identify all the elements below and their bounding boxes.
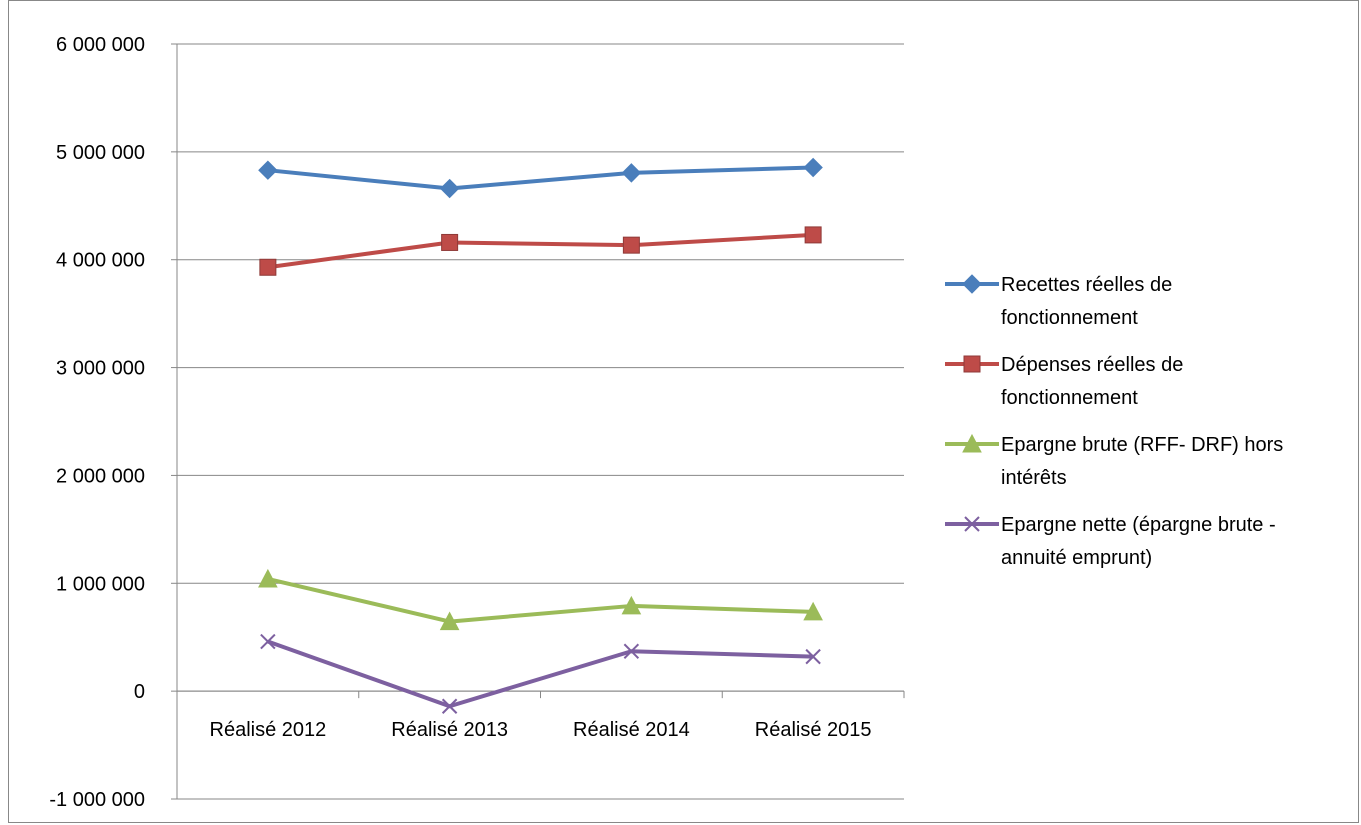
- line-chart: -1 000 000 0 1 000 000 2 000 000 3 000 000 4 …: [49, 34, 1283, 811]
- data-point: [439, 178, 460, 199]
- series-line: [267, 639, 814, 709]
- legend-item: Recettes réelles de fonctionnement: [945, 274, 1172, 329]
- data-point: [439, 611, 460, 631]
- legend-marker: [962, 274, 982, 294]
- marker-stroke: [964, 516, 980, 532]
- x-tick-label: Réalisé 2014: [573, 719, 690, 741]
- legend-label: Dépenses réelles de: [1001, 354, 1183, 376]
- data-point: [258, 160, 278, 180]
- legend-label: Epargne nette (épargne brute -: [1001, 514, 1276, 536]
- legend-label: fonctionnement: [1001, 387, 1138, 409]
- data-point: [441, 698, 458, 714]
- legend-label: Epargne brute (RFF- DRF) hors: [1001, 434, 1283, 456]
- chart-frame: -1 000 000 0 1 000 000 2 000 000 3 000 000 4 …: [8, 0, 1359, 823]
- legend-label: annuité emprunt): [1001, 547, 1152, 569]
- legend-label: intérêts: [1001, 467, 1067, 489]
- legend-item: Epargne nette (épargne brute - annuité em…: [945, 514, 1276, 569]
- y-tick-label: 1 000 000: [56, 573, 145, 595]
- series-line: [267, 165, 814, 191]
- x-tick-label: Réalisé 2013: [391, 719, 508, 741]
- series-3: [258, 568, 823, 631]
- legend-item: Dépenses réelles de fonctionnement: [945, 354, 1183, 409]
- marker-stroke: [623, 643, 640, 659]
- y-tick-label: 5 000 000: [56, 142, 145, 164]
- legend-label: fonctionnement: [1001, 307, 1138, 329]
- series-1: [258, 157, 823, 199]
- x-tick-label: Réalisé 2015: [755, 719, 872, 741]
- legend-marker: [963, 355, 981, 373]
- series-2: [259, 226, 822, 276]
- data-point: [803, 157, 823, 178]
- series-line: [267, 577, 814, 624]
- data-point: [258, 568, 278, 588]
- legend-item: Epargne brute (RFF- DRF) hors intérêts: [945, 433, 1283, 489]
- legend-label: Recettes réelles de: [1001, 274, 1172, 296]
- legend-marker: [962, 433, 982, 453]
- series-4: [260, 633, 821, 714]
- data-point: [803, 601, 823, 621]
- legend-marker: [964, 516, 980, 532]
- series-line: [267, 232, 814, 270]
- data-point: [805, 648, 821, 665]
- marker-stroke: [260, 633, 276, 650]
- data-point: [441, 233, 459, 251]
- y-tick-label: 3 000 000: [56, 358, 145, 380]
- y-tick-label: 6 000 000: [56, 34, 145, 56]
- data-point: [259, 258, 277, 276]
- data-point: [804, 226, 822, 244]
- data-point: [260, 633, 276, 650]
- data-point: [622, 236, 640, 254]
- data-point: [621, 595, 642, 615]
- data-point: [621, 163, 642, 183]
- marker-stroke: [805, 648, 821, 665]
- y-tick-label: -1 000 000: [49, 789, 145, 811]
- data-point: [623, 643, 640, 659]
- x-tick-label: Réalisé 2012: [210, 719, 327, 741]
- marker-stroke: [441, 698, 458, 714]
- y-tick-label: 2 000 000: [56, 465, 145, 487]
- y-tick-label: 0: [134, 681, 145, 703]
- y-tick-label: 4 000 000: [56, 250, 145, 272]
